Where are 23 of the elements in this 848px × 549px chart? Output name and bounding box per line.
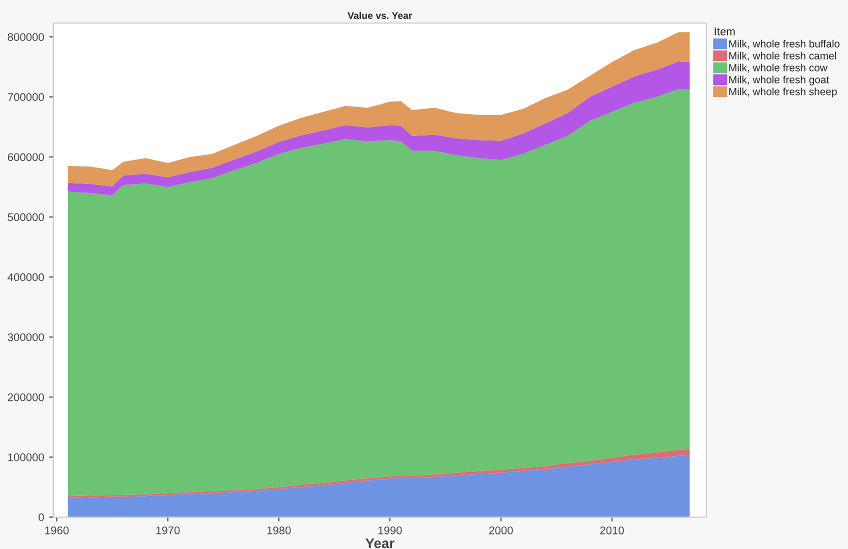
- y-tick-label: 800000: [8, 33, 44, 41]
- y-tick-label: 0: [38, 513, 44, 522]
- legend-label: Milk, whole fresh sheep: [729, 88, 837, 98]
- legend-label: Milk, whole fresh buffalo: [729, 40, 840, 49]
- y-tick-label: 200000: [8, 393, 44, 402]
- x-tick-label: 1980: [267, 526, 291, 534]
- x-tick-label: 1960: [45, 526, 69, 534]
- x-tick-label: 2000: [489, 526, 513, 534]
- legend-label: Milk, whole fresh camel: [729, 52, 836, 61]
- x-tick-label: 1990: [378, 526, 402, 534]
- x-tick-label: 2010: [600, 526, 624, 534]
- y-tick-label: 500000: [8, 213, 44, 222]
- legend-label: Milk, whole fresh goat: [729, 76, 830, 86]
- x-tick-label: 1970: [156, 526, 180, 534]
- legend-label: Milk, whole fresh cow: [729, 64, 828, 73]
- y-tick-label: 100000: [8, 453, 44, 462]
- y-tick-label: 700000: [8, 93, 44, 102]
- legend-title: Item: [714, 28, 735, 36]
- y-tick-label: 400000: [8, 273, 44, 282]
- x-axis-title: Year: [365, 538, 394, 548]
- y-tick-label: 300000: [8, 333, 44, 342]
- y-tick-label: 600000: [8, 153, 44, 162]
- chart-title: Value vs. Year: [348, 12, 412, 19]
